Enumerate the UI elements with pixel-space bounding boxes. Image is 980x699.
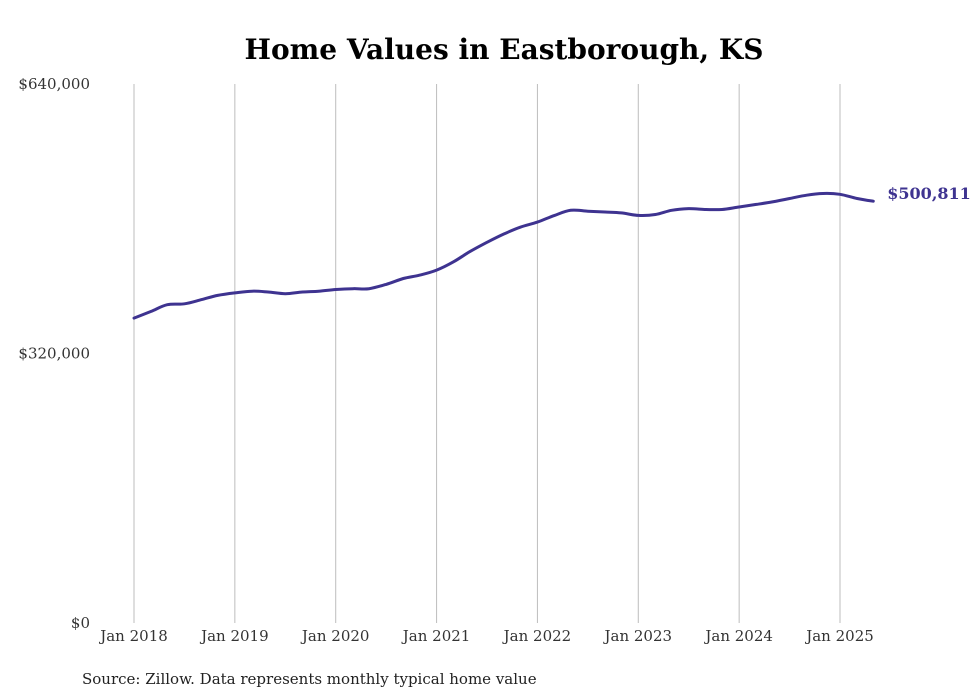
x-tick-label: Jan 2023 [603,627,673,645]
x-tick-label: Jan 2022 [502,627,572,645]
y-tick-label: $640,000 [18,75,90,93]
x-tick-label: Jan 2024 [703,627,773,645]
x-tick-label: Jan 2021 [401,627,471,645]
y-axis-tick-labels: $0 $320,000 $640,000 [18,75,90,632]
chart-title: Home Values in Eastborough, KS [245,33,764,66]
x-tick-label: Jan 2018 [98,627,168,645]
source-note: Source: Zillow. Data represents monthly … [82,670,537,688]
grid-lines [133,84,841,623]
y-tick-label: $320,000 [18,345,90,363]
last-value-label: $500,811 [887,184,971,203]
x-axis-tick-labels: Jan 2018 Jan 2019 Jan 2020 Jan 2021 Jan 2022… [98,627,874,645]
x-tick-label: Jan 2020 [300,627,370,645]
series-line-home-value [132,191,875,320]
x-tick-label: Jan 2019 [199,627,269,645]
y-tick-label: $0 [71,614,90,632]
x-tick-label: Jan 2025 [804,627,874,645]
